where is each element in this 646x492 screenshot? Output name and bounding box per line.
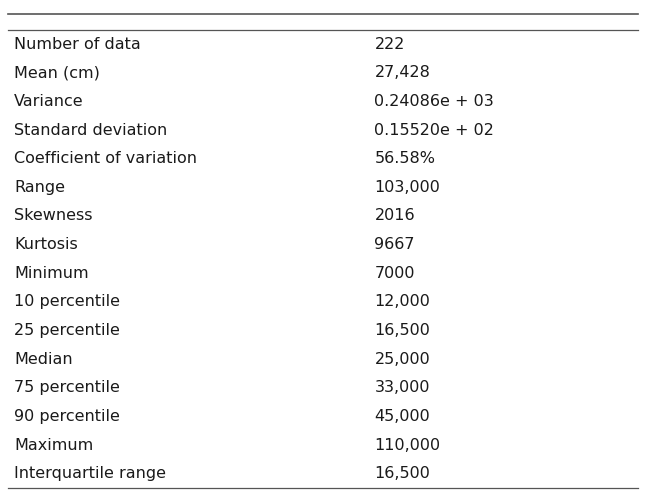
Text: Maximum: Maximum xyxy=(14,438,94,453)
Text: 12,000: 12,000 xyxy=(375,294,430,309)
Text: Skewness: Skewness xyxy=(14,209,93,223)
Text: 2016: 2016 xyxy=(375,209,415,223)
Text: 75 percentile: 75 percentile xyxy=(14,380,120,396)
Text: 103,000: 103,000 xyxy=(375,180,441,195)
Text: 16,500: 16,500 xyxy=(375,466,430,481)
Text: 0.24086e + 03: 0.24086e + 03 xyxy=(375,94,494,109)
Text: 45,000: 45,000 xyxy=(375,409,430,424)
Text: Minimum: Minimum xyxy=(14,266,89,281)
Text: 9667: 9667 xyxy=(375,237,415,252)
Text: Interquartile range: Interquartile range xyxy=(14,466,166,481)
Text: 33,000: 33,000 xyxy=(375,380,430,396)
Text: 56.58%: 56.58% xyxy=(375,151,435,166)
Text: 10 percentile: 10 percentile xyxy=(14,294,120,309)
Text: Kurtosis: Kurtosis xyxy=(14,237,78,252)
Text: Median: Median xyxy=(14,352,73,367)
Text: 16,500: 16,500 xyxy=(375,323,430,338)
Text: 90 percentile: 90 percentile xyxy=(14,409,120,424)
Text: 27,428: 27,428 xyxy=(375,65,430,80)
Text: 25,000: 25,000 xyxy=(375,352,430,367)
Text: 25 percentile: 25 percentile xyxy=(14,323,120,338)
Text: Coefficient of variation: Coefficient of variation xyxy=(14,151,197,166)
Text: 7000: 7000 xyxy=(375,266,415,281)
Text: Number of data: Number of data xyxy=(14,36,141,52)
Text: 110,000: 110,000 xyxy=(375,438,441,453)
Text: Standard deviation: Standard deviation xyxy=(14,123,167,138)
Text: Mean (cm): Mean (cm) xyxy=(14,65,100,80)
Text: Range: Range xyxy=(14,180,65,195)
Text: Variance: Variance xyxy=(14,94,84,109)
Text: 0.15520e + 02: 0.15520e + 02 xyxy=(375,123,494,138)
Text: 222: 222 xyxy=(375,36,405,52)
